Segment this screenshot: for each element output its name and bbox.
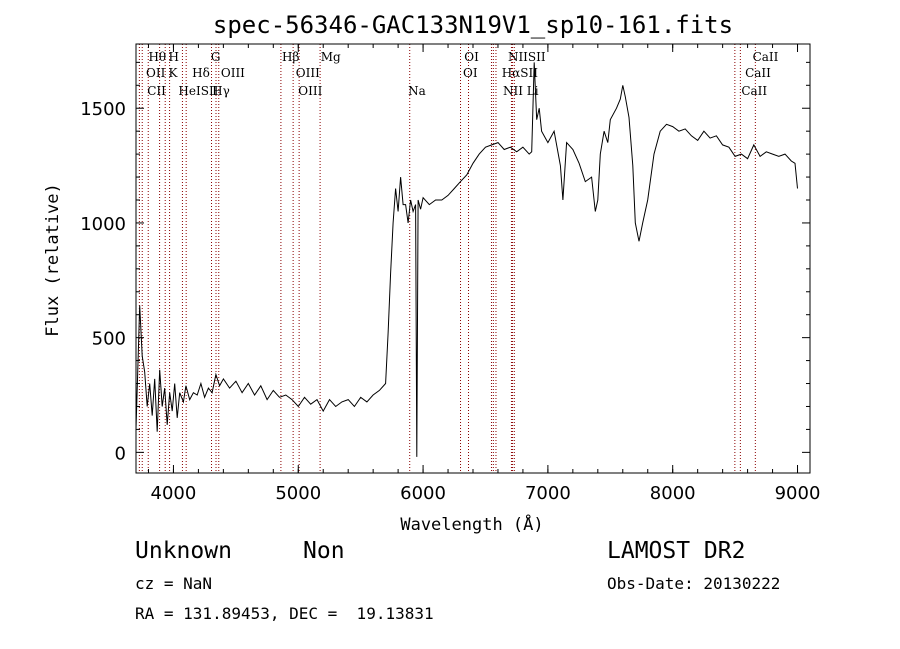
- line-label: HαSII: [502, 66, 539, 80]
- line-label: H: [168, 50, 178, 64]
- y-tick-label: 1500: [80, 99, 126, 120]
- redshift-cz: cz = NaN: [135, 574, 213, 593]
- line-label: OIII: [221, 66, 245, 80]
- y-axis-label: Flux (relative): [43, 183, 63, 337]
- y-tick-label: 0: [115, 443, 126, 464]
- line-label: CaII: [741, 84, 767, 98]
- x-tick-label: 5000: [275, 483, 321, 504]
- line-label: Hδ: [192, 66, 210, 80]
- x-tick-label: 7000: [525, 483, 571, 504]
- x-axis-label: Wavelength (Å): [400, 513, 543, 535]
- x-tick-label: 9000: [775, 483, 821, 504]
- line-label: CaII: [745, 66, 771, 80]
- line-label: Na: [408, 84, 426, 98]
- line-label: G: [211, 50, 221, 64]
- line-label: OIII: [298, 84, 322, 98]
- line-label: Mg: [321, 50, 341, 64]
- line-label: K: [168, 66, 178, 80]
- chart-title: spec-56346-GAC133N19V1_sp10-161.fits: [213, 11, 733, 39]
- line-label: OII: [146, 66, 166, 80]
- line-label: CaII: [753, 50, 779, 64]
- obs-date: Obs-Date: 20130222: [607, 574, 781, 593]
- line-label: OIII: [296, 66, 320, 80]
- line-label: NIISII: [508, 50, 546, 64]
- coordinates: RA = 131.89453, DEC = 19.13831: [135, 604, 434, 623]
- spectral-line-labels: Hθ H G Hβ Mg OI NIISII CaII OII K Hδ OIII OIII OI HαSI…: [146, 50, 779, 98]
- x-tick-label: 8000: [650, 483, 696, 504]
- line-label: CII: [147, 84, 166, 98]
- x-tick-label: 6000: [400, 483, 446, 504]
- spectral-line-markers: [138, 44, 756, 473]
- object-class: Unknown: [135, 538, 232, 564]
- x-axis: 4000 5000 6000 7000 8000 9000: [147, 44, 821, 504]
- x-tick-label: 4000: [151, 483, 197, 504]
- plot-frame: [135, 43, 811, 474]
- line-label: OI: [463, 66, 478, 80]
- line-label: HeISII: [178, 84, 218, 98]
- line-label: Hθ: [148, 50, 166, 64]
- spectrum-line: [135, 62, 798, 457]
- line-label: NII Li: [503, 84, 539, 98]
- object-subclass: Non: [303, 538, 345, 564]
- line-label: Hγ: [212, 84, 230, 98]
- y-tick-label: 500: [92, 329, 126, 350]
- line-label: OI: [464, 50, 479, 64]
- survey-name: LAMOST DR2: [607, 538, 746, 564]
- y-axis: 0 500 1000 1500: [80, 61, 810, 464]
- line-label: Hβ: [282, 50, 299, 64]
- y-tick-label: 1000: [80, 214, 126, 235]
